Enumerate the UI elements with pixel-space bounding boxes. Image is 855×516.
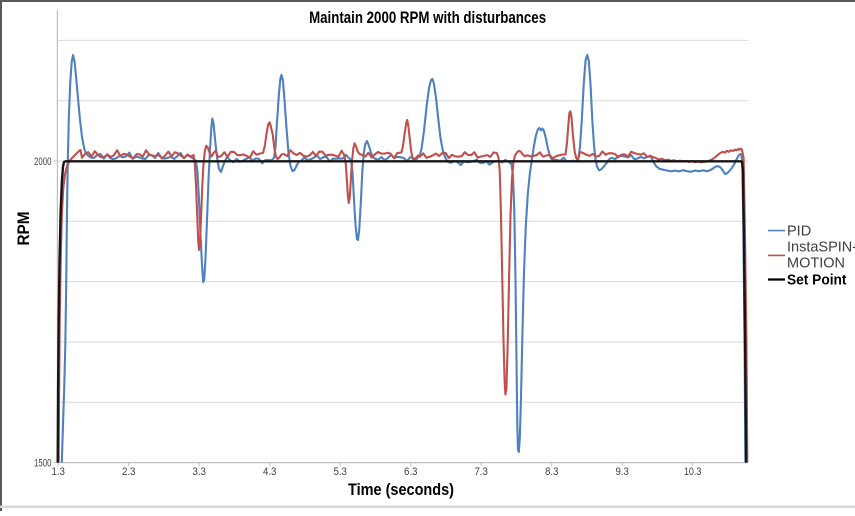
- svg-text:9.3: 9.3: [615, 466, 629, 478]
- svg-text:MOTION: MOTION: [787, 256, 845, 272]
- svg-text:Maintain 2000 RPM with disturb: Maintain 2000 RPM with disturbances: [309, 8, 546, 27]
- svg-text:3.3: 3.3: [192, 466, 206, 478]
- svg-text:10.3: 10.3: [684, 466, 702, 478]
- svg-text:InstaSPIN-: InstaSPIN-: [787, 240, 855, 256]
- svg-text:2.3: 2.3: [122, 466, 136, 478]
- svg-text:1.3: 1.3: [51, 466, 65, 478]
- svg-text:1500: 1500: [34, 457, 52, 469]
- svg-text:4.3: 4.3: [263, 466, 277, 478]
- svg-text:5.3: 5.3: [333, 466, 347, 478]
- svg-text:8.3: 8.3: [545, 466, 559, 478]
- svg-text:Set Point: Set Point: [787, 273, 847, 289]
- svg-text:PID: PID: [787, 224, 811, 240]
- svg-text:Time (seconds): Time (seconds): [348, 480, 454, 499]
- svg-text:RPM: RPM: [14, 212, 33, 246]
- svg-text:7.3: 7.3: [474, 466, 488, 478]
- svg-text:6.3: 6.3: [404, 466, 418, 478]
- svg-text:2000: 2000: [34, 156, 52, 168]
